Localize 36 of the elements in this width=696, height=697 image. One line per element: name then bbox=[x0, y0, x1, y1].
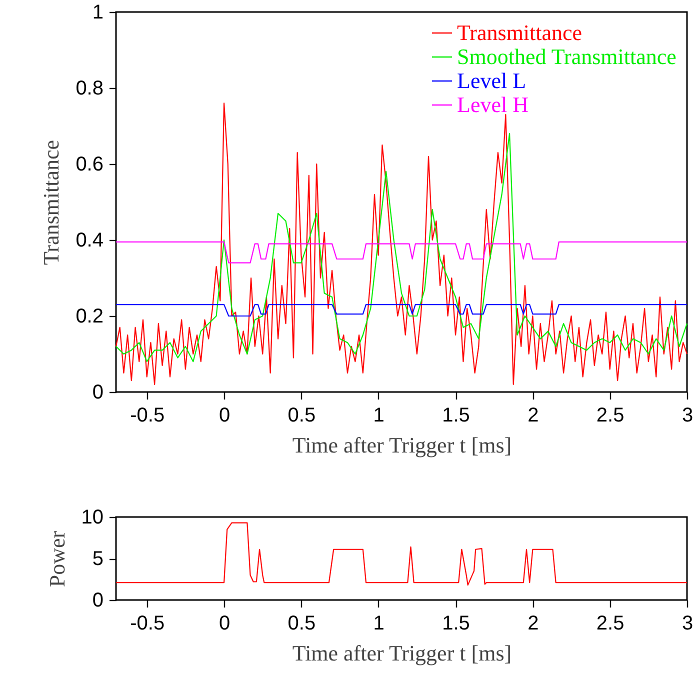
x-tick-label: 1.5 bbox=[442, 612, 470, 634]
y-tick-label: 1 bbox=[92, 2, 104, 24]
x-tick-label: 2.5 bbox=[596, 612, 624, 634]
x-tick-label: 0 bbox=[218, 612, 230, 634]
legend-label: Level H bbox=[457, 92, 529, 117]
y-tick-label: 0.8 bbox=[76, 78, 104, 100]
y-tick-label: 10 bbox=[81, 506, 104, 528]
x-tick-label: -0.5 bbox=[130, 612, 165, 634]
x-axis-title: Time after Trigger t [ms] bbox=[292, 640, 512, 666]
x-tick-label: 2 bbox=[528, 404, 539, 426]
x-tick-label: -0.5 bbox=[130, 404, 165, 426]
x-tick-label: 3 bbox=[682, 404, 694, 426]
x-tick-label: 1 bbox=[373, 612, 384, 634]
legend-label: Level L bbox=[457, 68, 526, 93]
x-axis-title: Time after Trigger t [ms] bbox=[292, 432, 512, 458]
x-tick-label: 3 bbox=[682, 612, 694, 634]
x-tick-label: 0.5 bbox=[288, 404, 316, 426]
y-tick-label: 0 bbox=[92, 382, 104, 404]
line-series bbox=[115, 133, 688, 362]
y-axis-title: Transmittance bbox=[38, 140, 64, 266]
y-axis-title: Power bbox=[44, 530, 70, 588]
x-tick-label: 1.5 bbox=[442, 404, 470, 426]
x-tick-label: 1 bbox=[373, 404, 384, 426]
legend-label: Smoothed Transmittance bbox=[457, 44, 676, 69]
x-tick-label: 2.5 bbox=[596, 404, 624, 426]
line-series bbox=[115, 522, 688, 586]
line-series bbox=[115, 241, 688, 264]
legend-label: Transmittance bbox=[457, 20, 582, 45]
y-tick-label: 0 bbox=[92, 590, 104, 612]
y-tick-label: 0.4 bbox=[76, 230, 104, 252]
y-tick-label: 0.2 bbox=[76, 306, 104, 328]
y-tick-label: 0.6 bbox=[76, 154, 104, 176]
x-tick-label: 0.5 bbox=[288, 612, 316, 634]
x-tick-label: 0 bbox=[218, 404, 230, 426]
x-tick-label: 2 bbox=[528, 612, 539, 634]
y-tick-label: 5 bbox=[92, 548, 104, 570]
